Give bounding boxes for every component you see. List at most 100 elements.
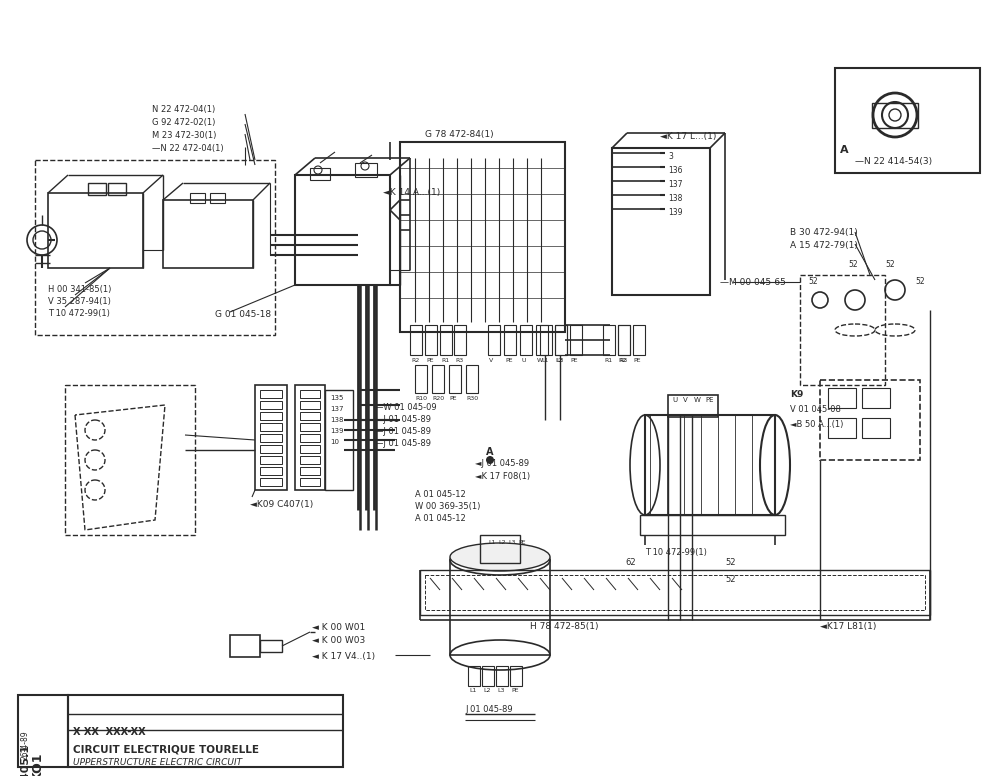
Bar bbox=[468, 666, 480, 686]
Text: 52: 52 bbox=[915, 277, 925, 286]
Bar bbox=[450, 560, 550, 655]
Bar bbox=[300, 423, 320, 431]
Bar bbox=[48, 193, 143, 268]
Bar bbox=[520, 325, 532, 355]
Bar bbox=[432, 365, 444, 393]
Text: PE: PE bbox=[570, 358, 578, 363]
Bar bbox=[300, 434, 320, 442]
Text: PE: PE bbox=[518, 540, 526, 545]
Bar bbox=[862, 418, 890, 438]
Bar bbox=[449, 365, 461, 393]
Text: ◄ K 17 V4..(1): ◄ K 17 V4..(1) bbox=[312, 652, 375, 661]
Text: L3: L3 bbox=[508, 540, 516, 545]
Text: V 35 287-94(1): V 35 287-94(1) bbox=[48, 297, 111, 306]
Text: ◄B 50 A...(1): ◄B 50 A...(1) bbox=[790, 420, 843, 429]
Text: —J 01 045-89: —J 01 045-89 bbox=[375, 427, 431, 436]
Bar bbox=[88, 183, 106, 195]
Text: 138: 138 bbox=[330, 417, 344, 423]
Text: L3: L3 bbox=[556, 358, 564, 363]
Text: ◄K 14 A...(1): ◄K 14 A...(1) bbox=[383, 188, 440, 197]
Bar bbox=[645, 415, 775, 515]
Bar bbox=[260, 478, 282, 486]
Text: T 10 472-99(1): T 10 472-99(1) bbox=[48, 309, 110, 318]
Text: U: U bbox=[672, 397, 677, 403]
Bar bbox=[466, 365, 478, 393]
Text: ◄ K 00 W03: ◄ K 00 W03 bbox=[312, 636, 365, 645]
Text: R3: R3 bbox=[619, 358, 627, 363]
Bar bbox=[260, 401, 282, 409]
Bar bbox=[570, 325, 582, 355]
Bar bbox=[425, 575, 925, 610]
Text: —N 22 472-04(1): —N 22 472-04(1) bbox=[152, 144, 224, 153]
Text: 136: 136 bbox=[668, 166, 682, 175]
Bar bbox=[482, 666, 494, 686]
Text: R2: R2 bbox=[411, 358, 419, 363]
Bar bbox=[828, 388, 856, 408]
Bar bbox=[800, 275, 885, 385]
Text: K9: K9 bbox=[790, 390, 803, 399]
Text: V: V bbox=[489, 358, 493, 363]
Bar bbox=[536, 325, 548, 355]
Bar bbox=[295, 175, 390, 285]
Text: 137: 137 bbox=[330, 406, 344, 412]
Bar bbox=[300, 467, 320, 475]
Text: R10: R10 bbox=[415, 396, 427, 401]
Text: L1: L1 bbox=[541, 358, 548, 363]
Ellipse shape bbox=[450, 543, 550, 571]
Bar bbox=[260, 412, 282, 420]
Text: CIRCUIT ELECTRIQUE TOURELLE: CIRCUIT ELECTRIQUE TOURELLE bbox=[73, 744, 259, 754]
Bar bbox=[540, 325, 552, 355]
Text: ◄J 01 045-89: ◄J 01 045-89 bbox=[475, 459, 529, 468]
Text: A: A bbox=[840, 145, 849, 155]
Bar bbox=[300, 390, 320, 398]
Bar bbox=[480, 535, 520, 563]
Text: G 78 472-84(1): G 78 472-84(1) bbox=[425, 130, 494, 139]
Text: 52: 52 bbox=[885, 260, 895, 269]
Text: R20: R20 bbox=[432, 396, 444, 401]
Text: 52: 52 bbox=[725, 575, 736, 584]
Bar bbox=[420, 570, 930, 615]
Bar bbox=[300, 412, 320, 420]
Bar bbox=[872, 103, 918, 128]
Text: A 01 045-12: A 01 045-12 bbox=[415, 514, 466, 523]
Text: PE: PE bbox=[633, 358, 640, 363]
Text: 52: 52 bbox=[848, 260, 858, 269]
Text: L2: L2 bbox=[483, 688, 490, 693]
Text: 52: 52 bbox=[808, 277, 818, 286]
Bar bbox=[300, 478, 320, 486]
Text: V 01 045-08: V 01 045-08 bbox=[790, 405, 841, 414]
Text: ◄K09 C407(1): ◄K09 C407(1) bbox=[250, 500, 313, 509]
Text: L1: L1 bbox=[488, 540, 495, 545]
Text: 62: 62 bbox=[625, 558, 636, 567]
Bar bbox=[555, 325, 567, 355]
Text: PE: PE bbox=[705, 397, 714, 403]
Circle shape bbox=[486, 456, 494, 464]
Text: L2: L2 bbox=[498, 540, 506, 545]
Bar bbox=[454, 325, 466, 355]
Text: PE: PE bbox=[426, 358, 434, 363]
Text: 139: 139 bbox=[330, 428, 344, 434]
Text: G 01 045-18: G 01 045-18 bbox=[215, 310, 271, 319]
Bar bbox=[35, 160, 275, 335]
Bar bbox=[612, 148, 710, 295]
Bar bbox=[68, 695, 343, 767]
Text: B 30 472-94(1): B 30 472-94(1) bbox=[790, 228, 858, 237]
Bar bbox=[190, 193, 205, 203]
Text: H 78 472-85(1): H 78 472-85(1) bbox=[530, 622, 598, 631]
Text: L1: L1 bbox=[469, 688, 476, 693]
Bar bbox=[410, 325, 422, 355]
Bar bbox=[310, 168, 330, 180]
Bar bbox=[260, 434, 282, 442]
Bar bbox=[862, 388, 890, 408]
Text: ◄K 17 F08(1): ◄K 17 F08(1) bbox=[475, 472, 530, 481]
Bar bbox=[300, 445, 320, 453]
Bar bbox=[510, 666, 522, 686]
Bar bbox=[260, 467, 282, 475]
Text: 10: 10 bbox=[330, 439, 339, 445]
Text: U: U bbox=[521, 358, 526, 363]
Text: —M 00 045-65: —M 00 045-65 bbox=[720, 278, 786, 287]
Bar bbox=[820, 380, 920, 460]
Bar bbox=[555, 325, 567, 355]
Bar bbox=[355, 163, 377, 177]
Bar bbox=[65, 385, 195, 535]
